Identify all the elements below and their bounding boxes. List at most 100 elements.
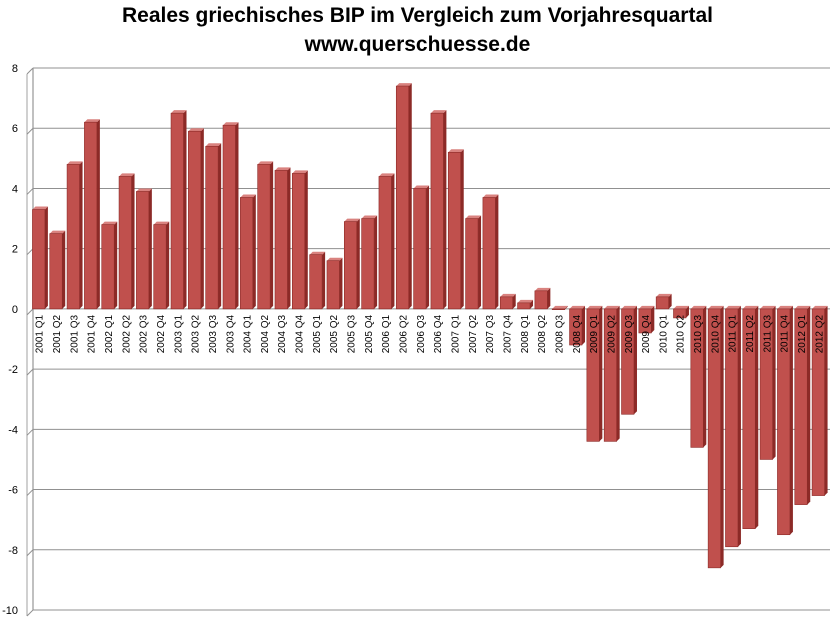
- bar-top: [413, 185, 430, 189]
- bar-side: [79, 161, 83, 309]
- bar-top: [84, 119, 100, 123]
- bar-top: [621, 305, 637, 309]
- bar-side: [633, 305, 637, 415]
- bar-side: [478, 215, 482, 309]
- bar-side: [789, 305, 793, 535]
- y-tick-label: -6: [8, 485, 18, 497]
- x-tick-label: 2008 Q1: [520, 314, 531, 353]
- bar-front: [673, 308, 687, 319]
- bar-side: [685, 305, 689, 318]
- bar-front: [292, 173, 306, 310]
- bar-side: [599, 305, 603, 442]
- bar-top: [777, 305, 793, 309]
- y-tick-label: 0: [12, 304, 18, 316]
- bar-side: [426, 185, 430, 309]
- bar-front: [777, 308, 791, 536]
- bar-side: [582, 305, 586, 346]
- bar-top: [136, 188, 152, 192]
- bar-front: [551, 308, 565, 310]
- bar-top: [604, 305, 620, 309]
- x-tick-label: 2007 Q1: [450, 314, 461, 353]
- bar-top: [690, 305, 707, 309]
- bar-top: [430, 110, 447, 114]
- bar-top: [673, 305, 689, 309]
- x-tick-label: 2011 Q3: [762, 314, 773, 352]
- gridline-depth: [26, 489, 34, 496]
- bar-front: [361, 218, 375, 310]
- bar-side: [183, 110, 187, 309]
- bar-top: [638, 305, 655, 309]
- bar-top: [223, 122, 239, 126]
- gridline-depth: [26, 188, 34, 195]
- bar: [621, 305, 637, 415]
- bar-side: [252, 194, 256, 309]
- bar-side: [200, 128, 204, 309]
- bar: [430, 110, 447, 310]
- bar: [465, 215, 482, 310]
- bar-front: [188, 130, 202, 310]
- bar-side: [460, 149, 464, 309]
- y-tick-label: 2: [12, 244, 18, 256]
- x-tick-label: 2009 Q4: [641, 314, 652, 353]
- bar-top: [119, 173, 135, 177]
- bar-front: [499, 296, 514, 310]
- bar-top: [309, 251, 326, 255]
- bar-top: [240, 194, 256, 198]
- bar-side: [547, 287, 551, 309]
- bar-front: [655, 296, 669, 310]
- bar: [49, 230, 66, 310]
- bar-front: [84, 121, 98, 310]
- bars: [32, 83, 828, 569]
- bar-top: [500, 293, 516, 297]
- bar: [655, 293, 672, 310]
- gridline-depth: [26, 127, 34, 135]
- bar-front: [309, 254, 323, 310]
- bar: [326, 257, 343, 310]
- bar-top: [361, 215, 378, 219]
- bar-front: [343, 221, 358, 310]
- bar-front: [136, 191, 150, 310]
- bar: [361, 215, 378, 310]
- bar: [517, 299, 534, 310]
- bar-side: [530, 299, 534, 309]
- bar: [343, 218, 360, 310]
- bar-side: [304, 170, 308, 309]
- bar-side: [148, 188, 152, 309]
- x-tick-label: 2007 Q3: [485, 314, 496, 353]
- bar: [84, 119, 100, 310]
- x-tick-label: 2004 Q4: [295, 314, 306, 353]
- bar-top: [292, 170, 308, 174]
- x-tick-label: 2007 Q2: [468, 314, 479, 353]
- bar-side: [322, 251, 326, 309]
- bar-side: [564, 305, 568, 310]
- x-tick-label: 2010 Q3: [693, 314, 704, 353]
- bar-side: [62, 230, 66, 309]
- bar-side: [131, 173, 135, 309]
- bar-front: [621, 308, 635, 415]
- bar-front: [465, 218, 479, 310]
- bar-front: [274, 170, 288, 310]
- bar: [725, 305, 741, 548]
- x-tick-label: 2002 Q3: [139, 314, 150, 353]
- x-tick-label: 2003 Q2: [191, 314, 202, 353]
- bar-side: [651, 305, 655, 333]
- x-tick-label: 2002 Q1: [104, 314, 115, 353]
- bar-front: [205, 145, 219, 310]
- x-tick-label: 2010 Q2: [676, 314, 687, 353]
- x-tick-label: 2004 Q2: [260, 314, 271, 353]
- bar-side: [720, 305, 724, 568]
- x-tick-label: 2010 Q4: [710, 314, 721, 353]
- bar-front: [32, 209, 46, 310]
- bar-top: [49, 230, 66, 234]
- bar-front: [49, 233, 63, 310]
- x-tick-label: 2012 Q1: [797, 314, 808, 353]
- x-tick-label: 2009 Q2: [606, 314, 617, 353]
- bar-front: [586, 308, 600, 442]
- x-tick-label: 2005 Q4: [364, 314, 375, 353]
- bar-side: [44, 206, 48, 309]
- bar-front: [690, 308, 704, 448]
- bar: [118, 173, 135, 310]
- bar-front: [811, 308, 825, 496]
- bar-front: [170, 112, 184, 310]
- bar-front: [118, 176, 132, 310]
